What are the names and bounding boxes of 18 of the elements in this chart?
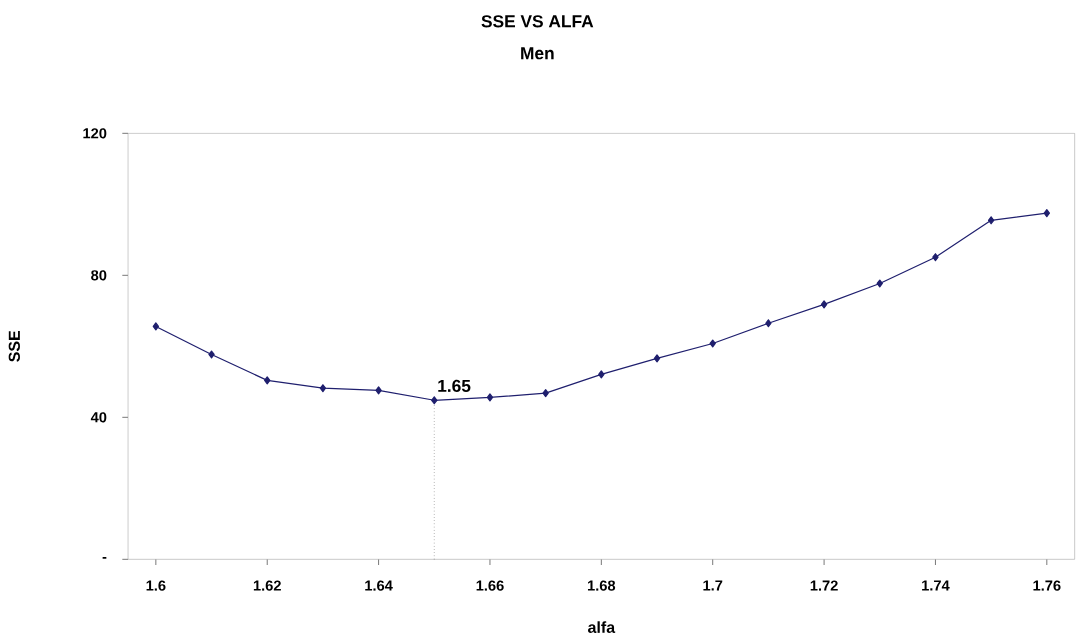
x-tick-label: 1.76	[1033, 580, 1061, 591]
x-tick-label: 1.74	[922, 580, 950, 591]
x-tick-label: 1.62	[253, 580, 281, 591]
y-tick-label: -	[102, 556, 107, 559]
y-tick-label: 40	[90, 411, 107, 423]
y-axis-title: SSE	[8, 330, 20, 362]
chart-title: SSE VS ALFA	[481, 15, 594, 28]
y-tick-label: 80	[91, 269, 107, 281]
x-tick-label: 1.68	[587, 580, 616, 591]
x-axis-title: alfa	[588, 621, 616, 633]
chart-subtitle: Men	[521, 47, 554, 60]
x-tick-label: 1.72	[810, 580, 838, 591]
y-tick-label: 120	[83, 127, 107, 139]
annotation: 1.65	[438, 379, 471, 392]
x-tick-label: 1.6	[146, 580, 166, 591]
x-tick-label: 1.7	[703, 580, 723, 591]
x-tick-label: 1.64	[365, 580, 393, 591]
x-tick-label: 1.66	[476, 580, 504, 591]
